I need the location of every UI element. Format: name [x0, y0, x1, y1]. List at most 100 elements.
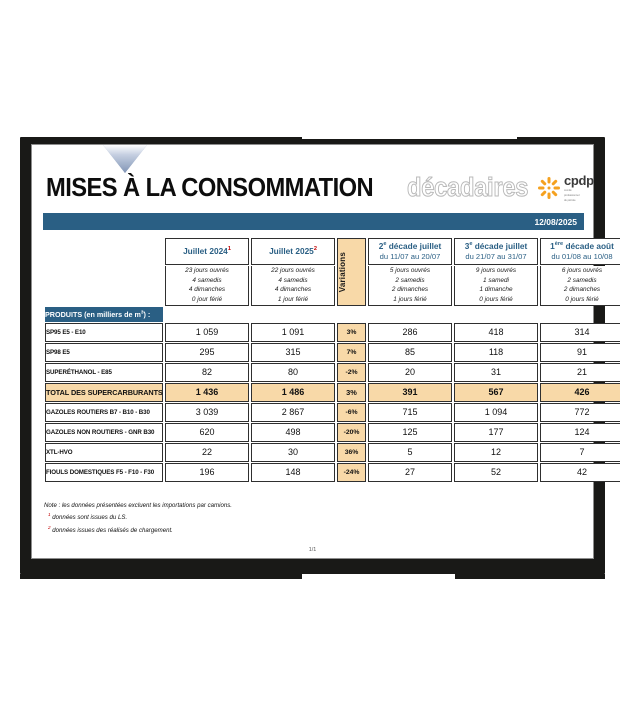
footnote-1-marker: 1	[48, 512, 51, 518]
days-line: 4 dimanches	[188, 286, 226, 294]
product-label: SP95 E5 - E10	[45, 322, 163, 342]
col-footnote-marker: 2	[313, 246, 317, 253]
publication-date: 12/08/2025	[534, 216, 577, 227]
product-label: SP98 E5	[45, 342, 163, 362]
variation-cell: 36%	[337, 442, 366, 462]
variation-cell: 7%	[337, 342, 366, 362]
column-days-juillet-2025: 22 jours ouvrés 4 samedis 4 dimanches 1 …	[251, 266, 335, 306]
value-cell-decade-3-juillet: 567	[454, 382, 538, 402]
value-cell-juillet-2025: 2 867	[251, 402, 335, 422]
product-label: FIOULS DOMESTIQUES F5 - F10 - F30	[45, 462, 163, 482]
value-cell-juillet-2024: 3 039	[165, 402, 249, 422]
value-cell-juillet-2025: 315	[251, 342, 335, 362]
value-cell-decade-1-aout: 7	[540, 442, 620, 462]
value-cell-decade-2-juillet: 715	[368, 402, 452, 422]
variations-label: Variations	[338, 251, 347, 293]
col-title-text: 1ère décade août	[550, 241, 614, 252]
value-cell-juillet-2024: 1 059	[165, 322, 249, 342]
products-header-row: PRODUITS (en milliers de m3) :	[45, 306, 620, 322]
days-line: 0 jour férié	[191, 296, 223, 304]
col-date-range: du 21/07 au 31/07	[465, 251, 527, 261]
value-cell-juillet-2025: 80	[251, 362, 335, 382]
value-cell-decade-2-juillet: 286	[368, 322, 452, 342]
days-line: 9 jours ouvrés	[475, 267, 517, 274]
triangle-decoration	[103, 145, 147, 173]
product-label: GAZOLES NON ROUTIERS - GNR B30	[45, 422, 163, 442]
value-cell-juillet-2024: 295	[165, 342, 249, 362]
value-cell-decade-1-aout: 42	[540, 462, 620, 482]
product-label: TOTAL DES SUPERCARBURANTS	[45, 382, 163, 402]
variation-cell: -2%	[337, 362, 366, 382]
variation-cell: 3%	[337, 322, 366, 342]
col-title-text: Juillet 2024	[183, 246, 228, 257]
value-cell-decade-2-juillet: 125	[368, 422, 452, 442]
days-line: 2 dimanches	[391, 286, 429, 294]
value-cell-decade-1-aout: 314	[540, 322, 620, 342]
table-row: FIOULS DOMESTIQUES F5 - F10 - F30 196 148-…	[45, 462, 620, 482]
cpdp-logo-text: cpdp comité professionnel du pétrole	[564, 174, 594, 202]
products-header-spacer	[165, 307, 620, 322]
value-cell-decade-2-juillet: 20	[368, 362, 452, 382]
column-days-juillet-2024: 23 jours ouvrés 4 samedis 4 dimanches 0 …	[165, 266, 249, 306]
date-band: 12/08/2025	[43, 213, 584, 230]
products-header-label: PRODUITS (en milliers de m3) :	[45, 306, 163, 322]
table-row: XTL-HVO 22 30 36% 5 12 7	[45, 442, 620, 462]
products-header-end: ) :	[143, 309, 151, 319]
days-line: 6 jours ouvrés	[561, 267, 603, 274]
value-cell-decade-3-juillet: 418	[454, 322, 538, 342]
column-header-juillet-2024: Juillet 20241	[165, 238, 249, 265]
variation-cell: 3%	[337, 382, 366, 402]
value-cell-decade-3-juillet: 52	[454, 462, 538, 482]
variation-cell: -20%	[337, 422, 366, 442]
col-title-text: 3e décade juillet	[464, 241, 528, 252]
table-row: SP95 E5 - E10 1 059 1 091 3% 286 418 314	[45, 322, 620, 342]
footnote-2-text: données issues des réalisés de chargemen…	[52, 526, 173, 534]
days-line: 2 samedis	[567, 276, 597, 284]
products-header-text: PRODUITS (en milliers de m	[45, 309, 141, 319]
monitor-stand-left	[20, 574, 302, 579]
table-row: SP98 E5 295 315 7% 85 118 91	[45, 342, 620, 362]
days-line: 1 dimanche	[479, 286, 513, 294]
note-main: Note : les données présentées excluent l…	[44, 502, 232, 509]
table-row: TOTAL DES SUPERCARBURANTS 1 436 1 486 3% 391…	[45, 382, 620, 402]
col-footnote-marker: 1	[227, 246, 231, 253]
footnote-2-marker: 2	[48, 524, 51, 530]
product-label: SUPERÉTHANOL - E85	[45, 362, 163, 382]
monitor-frame-notch	[302, 137, 517, 139]
column-days-decade-2-juillet: 5 jours ouvrés 2 samedis 2 dimanches 1 j…	[368, 266, 452, 306]
page-number: 1/1	[308, 547, 317, 553]
value-cell-juillet-2025: 148	[251, 462, 335, 482]
value-cell-decade-1-aout: 426	[540, 382, 620, 402]
column-header-juillet-2025: Juillet 20252	[251, 238, 335, 265]
days-line: 1 samedi	[483, 276, 509, 284]
cpdp-starburst-icon	[537, 177, 560, 199]
cpdp-logo: cpdp comité professionnel du pétrole	[537, 174, 598, 202]
value-cell-juillet-2024: 196	[165, 462, 249, 482]
value-cell-decade-2-juillet: 27	[368, 462, 452, 482]
value-cell-decade-3-juillet: 31	[454, 362, 538, 382]
value-cell-decade-1-aout: 124	[540, 422, 620, 442]
column-header-variations: Variations	[337, 238, 366, 306]
value-cell-juillet-2024: 82	[165, 362, 249, 382]
products-header-sup: 3	[140, 310, 144, 316]
value-cell-decade-3-juillet: 12	[454, 442, 538, 462]
days-line: 23 jours ouvrés	[185, 267, 229, 274]
days-line: 22 jours ouvrés	[271, 267, 315, 274]
column-header-decade-1-aout: 1ère décade août du 01/08 au 10/08	[540, 238, 620, 265]
value-cell-decade-3-juillet: 177	[454, 422, 538, 442]
days-line: 0 jours férié	[565, 296, 599, 304]
variation-cell: -6%	[337, 402, 366, 422]
page-title: MISES À LA CONSOMMATION	[46, 173, 374, 202]
cpdp-wordmark: cpdp	[563, 173, 594, 188]
product-label: GAZOLES ROUTIERS B7 - B10 - B30	[45, 402, 163, 422]
value-cell-decade-3-juillet: 1 094	[454, 402, 538, 422]
footnote-1-text: données sont issues du LS.	[52, 514, 128, 522]
days-line: 4 dimanches	[274, 286, 312, 294]
value-cell-juillet-2024: 620	[165, 422, 249, 442]
col-date-range: du 11/07 au 20/07	[379, 251, 441, 261]
monitor-stand-right	[455, 574, 605, 579]
variation-cell: -24%	[337, 462, 366, 482]
value-cell-decade-1-aout: 91	[540, 342, 620, 362]
value-cell-juillet-2025: 1 091	[251, 322, 335, 342]
value-cell-decade-2-juillet: 391	[368, 382, 452, 402]
